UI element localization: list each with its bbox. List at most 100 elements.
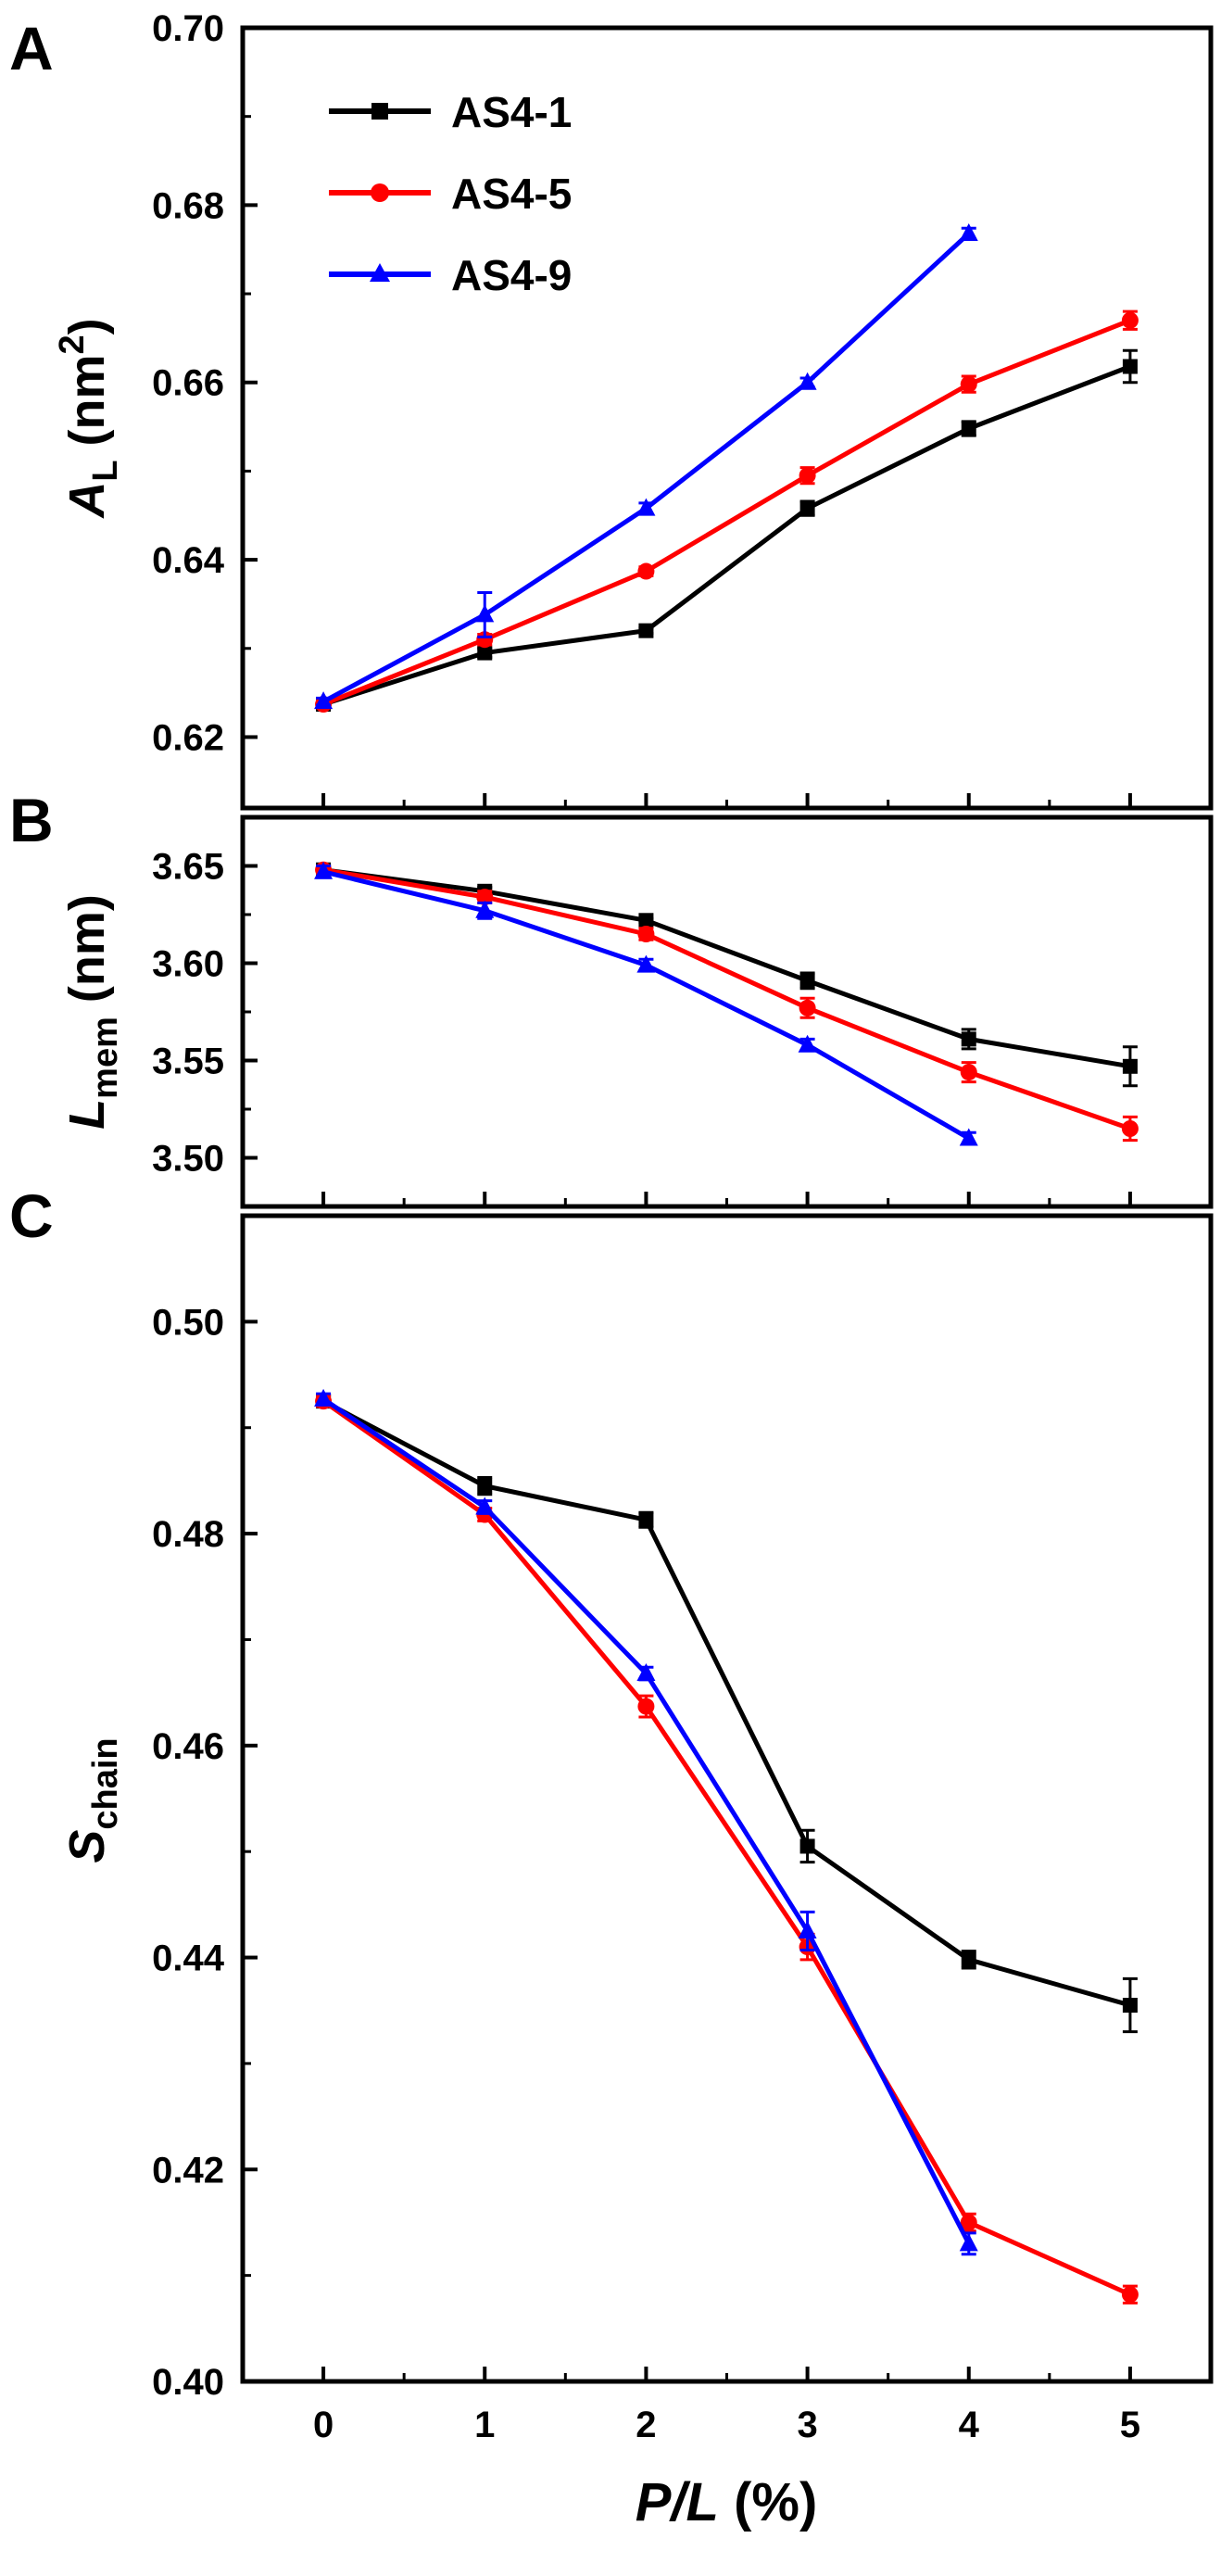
panel-c-as4-1-marker	[477, 1478, 493, 1494]
panel-b-as4-9-point	[475, 900, 495, 920]
x-tick-label: 0	[313, 2405, 334, 2445]
panel-a-as4-1-point	[799, 499, 815, 517]
panel-b-ytick-label: 3.55	[152, 1042, 224, 1082]
legend-marker-as4-9	[370, 263, 390, 282]
panel-c-as4-1-marker	[961, 1951, 976, 1967]
legend-entry-as4-1: AS4-1	[329, 88, 572, 136]
panel-a-as4-9-point	[959, 222, 978, 241]
legend-entry-as4-9: AS4-9	[329, 251, 572, 299]
x-tick-label: 4	[959, 2405, 980, 2445]
legend-label-as4-5: AS4-5	[451, 170, 572, 218]
x-tick-label: 5	[1120, 2405, 1140, 2445]
panel-c-as4-9-marker	[314, 1388, 334, 1407]
panel-a-as4-1-marker	[961, 421, 976, 436]
panel-b-as4-5-marker	[960, 1064, 977, 1081]
panel-a-ylabel: AL (nm2)	[53, 318, 125, 519]
panel-a-as4-5-marker	[476, 631, 494, 649]
panel-c-as4-5-point	[1121, 2284, 1139, 2305]
panel-c-ticks	[243, 1320, 1132, 2383]
panel-a-as4-1-point	[638, 623, 654, 638]
x-tick-label: 2	[636, 2405, 656, 2445]
panel-c-as4-9-marker	[959, 2233, 978, 2252]
panel-c-as4-9-point	[636, 1663, 656, 1682]
legend-entry-as4-5: AS4-5	[329, 170, 572, 218]
panel-c-ylabel: Schain	[59, 1737, 125, 1863]
panel-c-letter: C	[9, 1181, 54, 1250]
panel-a-letter: A	[9, 14, 54, 82]
panel-c-ytick-label: 0.46	[152, 1726, 224, 1767]
panel-c-as4-9-marker	[475, 1496, 495, 1515]
panel-c-as4-5-marker	[637, 1698, 655, 1715]
panel-a-as4-1-point	[961, 420, 976, 437]
panel-a-as4-9-marker	[798, 372, 817, 390]
panel-c-as4-1-point	[477, 1475, 493, 1496]
panel-c-as4-1-point	[961, 1950, 976, 1970]
panel-c-ytick-label: 0.44	[152, 1938, 225, 1979]
x-tick-label: 3	[797, 2405, 817, 2445]
panel-a-as4-1-marker	[477, 645, 493, 661]
panel-b-as4-5-line	[322, 867, 1131, 1131]
panel-a-ytick-labels: 0.62 0.64 0.66 0.68 0.70	[152, 8, 225, 758]
panel-a-as4-9-marker	[314, 691, 334, 710]
panel-a-as4-1-marker	[638, 623, 654, 638]
panel-c-as4-9-marker	[636, 1663, 656, 1682]
legend-marker-as4-1	[371, 103, 388, 120]
panel-b-as4-9-point	[798, 1034, 817, 1053]
panel-a-as4-5-marker	[1121, 311, 1139, 329]
panel-c-as4-5-marker	[1121, 2286, 1139, 2304]
panel-a-as4-1-point	[477, 645, 493, 661]
panel-a-as4-5-point	[960, 374, 977, 394]
legend: AS4-1 AS4-5 AS4-9	[329, 88, 572, 299]
panel-b-ytick-label: 3.65	[152, 847, 224, 888]
panel-a-as4-1-line	[322, 364, 1131, 707]
panel-a-as4-9-point	[636, 498, 656, 516]
panel-c-as4-1-point	[799, 1828, 815, 1864]
panel-b-as4-1-point	[1122, 1045, 1138, 1088]
panel-c-as4-9-marker	[798, 1920, 817, 1938]
panel-b-ytick-labels: 3.50 3.55 3.60 3.65	[152, 847, 224, 1180]
panel-c-as4-5-marker	[960, 2214, 977, 2231]
panel-c-as4-9-point	[798, 1910, 817, 1952]
panel-b-as4-1-marker	[1122, 1058, 1138, 1074]
panel-a-ytick-label: 0.68	[152, 185, 224, 226]
panel-b-as4-1-marker	[799, 973, 815, 989]
panel-a-ytick-label: 0.66	[152, 363, 224, 404]
panel-a-as4-5-marker	[637, 562, 655, 580]
legend-marker-as4-5	[371, 183, 389, 202]
x-axis-label: P/L (%)	[636, 2472, 818, 2532]
panel-a-as4-9-marker	[636, 498, 656, 516]
panel-a-as4-5-marker	[799, 467, 816, 485]
panel-c-ytick-label: 0.40	[152, 2362, 224, 2403]
panel-c-as4-9-point	[475, 1496, 495, 1515]
panel-c-as4-1-marker	[799, 1838, 815, 1854]
panel-c-marks	[314, 1388, 1139, 2305]
panel-b-as4-1-marker	[638, 913, 654, 928]
panel-c-as4-9-point	[314, 1388, 334, 1407]
panel-a-as4-1-marker	[1122, 359, 1138, 374]
panel-a-as4-5-point	[476, 631, 494, 649]
panel-c-as4-1-marker	[638, 1512, 654, 1528]
x-tick-labels: 0 1 2 3 4 5	[313, 2405, 1140, 2445]
panel-c-ytick-labels: 0.40 0.42 0.44 0.46 0.48 0.50	[152, 1302, 225, 2403]
panel-c-as4-5-line	[321, 1399, 1131, 2297]
panel-a-as4-9-point	[798, 372, 817, 390]
panel-c-ytick-label: 0.42	[152, 2150, 224, 2191]
panel-a-as4-5-line	[322, 318, 1131, 707]
panel-c-as4-5-point	[960, 2212, 977, 2233]
panel-b: B 3.50 3.55 3.60 3.65 Lmem (nm)	[9, 786, 1214, 1209]
panel-a-as4-1-marker	[799, 500, 815, 516]
panel-c-ytick-label: 0.48	[152, 1514, 224, 1555]
panel-b-as4-1-point	[961, 1028, 976, 1051]
panel-a-ytick-label: 0.62	[152, 717, 224, 758]
panel-b-letter: B	[9, 786, 54, 854]
panel-a-as4-5-point	[799, 466, 816, 486]
panel-c-as4-5-point	[637, 1694, 655, 1719]
panel-a-as4-9-marker	[959, 222, 978, 241]
panel-b-as4-5-point	[799, 996, 816, 1019]
panel-a: A 0.62 0.64 0.66 0.68 0.70 AL (nm2) AS4-1 AS…	[9, 8, 1214, 811]
panel-b-as4-9-marker	[636, 954, 656, 973]
panel-c-as4-1-line	[321, 1398, 1131, 2008]
panel-b-marks	[314, 861, 1139, 1146]
panel-b-as4-5-marker	[637, 926, 655, 942]
